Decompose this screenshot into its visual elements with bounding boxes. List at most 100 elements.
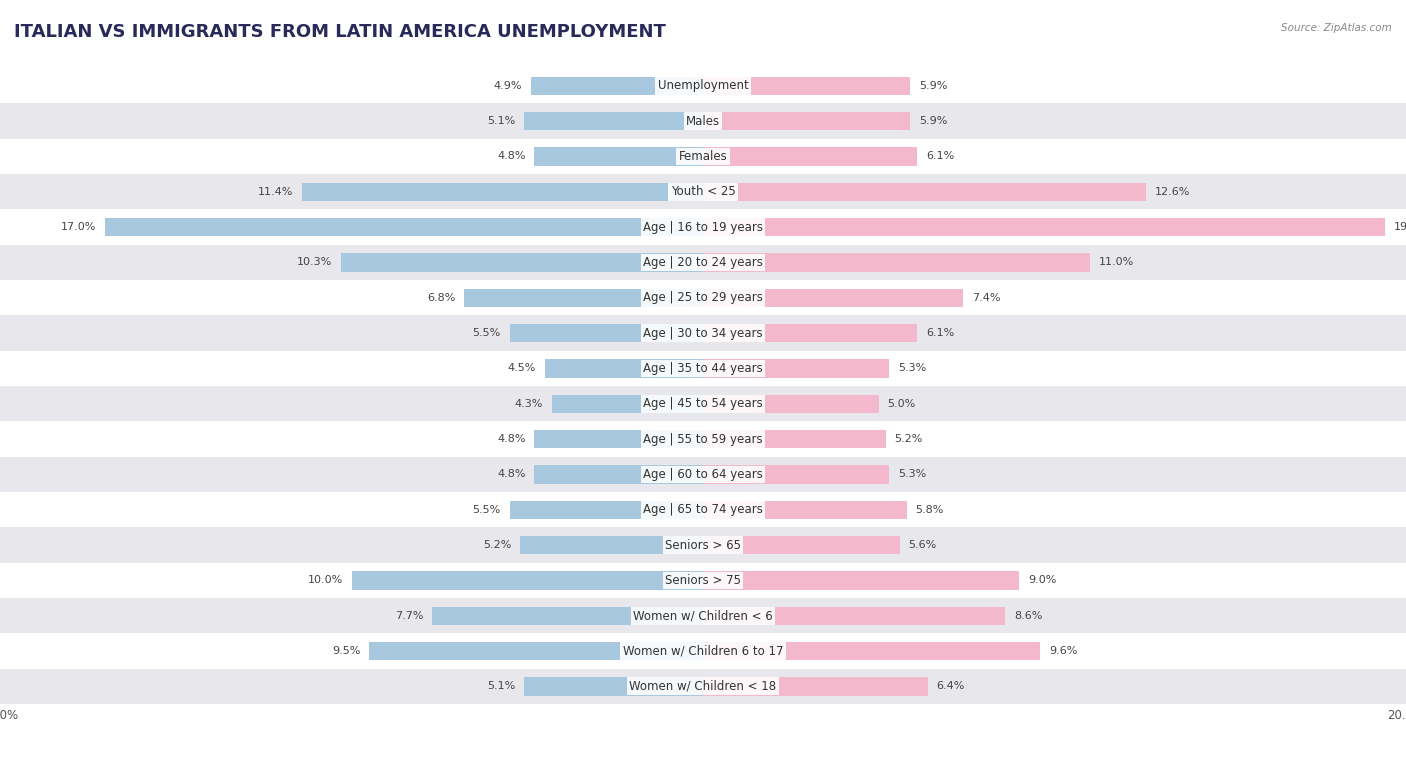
Bar	[524, 112, 703, 130]
Text: Males: Males	[686, 114, 720, 128]
Text: 19.4%: 19.4%	[1393, 222, 1406, 232]
Text: 5.8%: 5.8%	[915, 505, 943, 515]
Text: 9.0%: 9.0%	[1028, 575, 1056, 585]
Bar	[352, 572, 703, 590]
Bar	[703, 76, 911, 95]
Text: 6.1%: 6.1%	[927, 151, 955, 161]
Bar	[703, 360, 889, 378]
Text: Age | 60 to 64 years: Age | 60 to 64 years	[643, 468, 763, 481]
Bar	[0, 456, 1406, 492]
Text: 5.5%: 5.5%	[472, 505, 501, 515]
Text: Age | 65 to 74 years: Age | 65 to 74 years	[643, 503, 763, 516]
Bar	[0, 245, 1406, 280]
Bar	[340, 254, 703, 272]
Bar	[703, 430, 886, 448]
Text: 9.5%: 9.5%	[332, 646, 360, 656]
Text: Source: ZipAtlas.com: Source: ZipAtlas.com	[1281, 23, 1392, 33]
Text: 9.6%: 9.6%	[1049, 646, 1077, 656]
Text: ITALIAN VS IMMIGRANTS FROM LATIN AMERICA UNEMPLOYMENT: ITALIAN VS IMMIGRANTS FROM LATIN AMERICA…	[14, 23, 666, 41]
Text: 5.0%: 5.0%	[887, 399, 915, 409]
Bar	[534, 430, 703, 448]
Text: 5.1%: 5.1%	[486, 116, 515, 126]
Text: 11.0%: 11.0%	[1098, 257, 1133, 267]
Text: Age | 25 to 29 years: Age | 25 to 29 years	[643, 291, 763, 304]
Bar	[433, 606, 703, 625]
Bar	[0, 104, 1406, 139]
Text: 5.1%: 5.1%	[486, 681, 515, 691]
Text: 4.8%: 4.8%	[496, 151, 526, 161]
Bar	[703, 288, 963, 307]
Text: Age | 16 to 19 years: Age | 16 to 19 years	[643, 220, 763, 234]
Text: Seniors > 75: Seniors > 75	[665, 574, 741, 587]
Text: 4.9%: 4.9%	[494, 81, 522, 91]
Text: Unemployment: Unemployment	[658, 79, 748, 92]
Text: 6.4%: 6.4%	[936, 681, 965, 691]
Bar	[703, 254, 1090, 272]
Bar	[703, 394, 879, 413]
Text: 10.0%: 10.0%	[308, 575, 343, 585]
Text: 7.4%: 7.4%	[972, 293, 1001, 303]
Bar	[703, 500, 907, 519]
Bar	[703, 466, 889, 484]
Text: Women w/ Children < 18: Women w/ Children < 18	[630, 680, 776, 693]
Bar	[0, 562, 1406, 598]
Text: 5.3%: 5.3%	[898, 363, 927, 373]
Bar	[368, 642, 703, 660]
Bar	[0, 174, 1406, 210]
Bar	[551, 394, 703, 413]
Text: 6.1%: 6.1%	[927, 328, 955, 338]
Bar	[703, 218, 1385, 236]
Text: 5.9%: 5.9%	[920, 116, 948, 126]
Bar	[0, 280, 1406, 316]
Bar	[546, 360, 703, 378]
Text: Women w/ Children 6 to 17: Women w/ Children 6 to 17	[623, 644, 783, 658]
Bar	[0, 139, 1406, 174]
Bar	[703, 642, 1040, 660]
Text: 4.5%: 4.5%	[508, 363, 536, 373]
Text: Seniors > 65: Seniors > 65	[665, 538, 741, 552]
Text: 5.3%: 5.3%	[898, 469, 927, 479]
Bar	[534, 466, 703, 484]
Bar	[510, 324, 703, 342]
Bar	[302, 182, 703, 201]
Bar	[0, 422, 1406, 456]
Bar	[0, 350, 1406, 386]
Bar	[510, 500, 703, 519]
Text: Age | 45 to 54 years: Age | 45 to 54 years	[643, 397, 763, 410]
Text: 4.3%: 4.3%	[515, 399, 543, 409]
Text: 4.8%: 4.8%	[496, 434, 526, 444]
Bar	[105, 218, 703, 236]
Text: 5.5%: 5.5%	[472, 328, 501, 338]
Bar	[0, 492, 1406, 528]
Bar	[703, 606, 1005, 625]
Text: Age | 35 to 44 years: Age | 35 to 44 years	[643, 362, 763, 375]
Text: 5.2%: 5.2%	[894, 434, 922, 444]
Bar	[524, 678, 703, 696]
Text: 6.8%: 6.8%	[427, 293, 456, 303]
Bar	[0, 210, 1406, 245]
Bar	[464, 288, 703, 307]
Bar	[0, 316, 1406, 350]
Bar	[534, 148, 703, 166]
Bar	[703, 678, 928, 696]
Text: Age | 20 to 24 years: Age | 20 to 24 years	[643, 256, 763, 269]
Text: 10.3%: 10.3%	[297, 257, 332, 267]
Text: 4.8%: 4.8%	[496, 469, 526, 479]
Text: 12.6%: 12.6%	[1154, 187, 1189, 197]
Text: Females: Females	[679, 150, 727, 163]
Bar	[703, 148, 917, 166]
Bar	[0, 68, 1406, 104]
Bar	[0, 528, 1406, 562]
Bar	[531, 76, 703, 95]
Text: 8.6%: 8.6%	[1014, 611, 1042, 621]
Text: 5.6%: 5.6%	[908, 540, 936, 550]
Bar	[703, 182, 1146, 201]
Bar	[0, 598, 1406, 634]
Text: Age | 55 to 59 years: Age | 55 to 59 years	[643, 432, 763, 446]
Text: Age | 30 to 34 years: Age | 30 to 34 years	[643, 326, 763, 340]
Bar	[703, 112, 911, 130]
Text: Women w/ Children < 6: Women w/ Children < 6	[633, 609, 773, 622]
Text: 5.9%: 5.9%	[920, 81, 948, 91]
Bar	[0, 386, 1406, 422]
Bar	[703, 536, 900, 554]
